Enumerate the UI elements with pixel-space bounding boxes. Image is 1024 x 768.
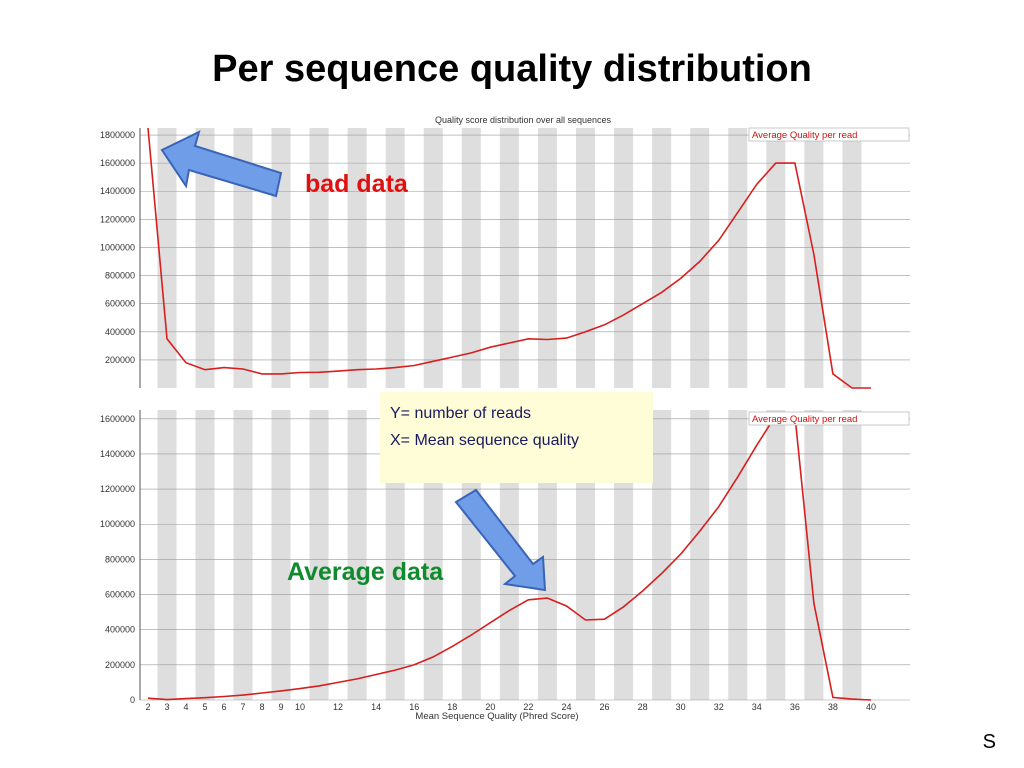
chart-2-x-tick: 34 (752, 702, 762, 712)
chart-1-y-tick: 1000000 (100, 242, 135, 252)
chart-1-y-tick: 1200000 (100, 214, 135, 224)
chart-2-x-tick: 16 (409, 702, 419, 712)
chart-2-legend-text: Average Quality per read (752, 414, 857, 425)
chart-2-y-tick: 200000 (105, 660, 135, 670)
chart-2-x-tick: 30 (676, 702, 686, 712)
chart-2-x-tick: 22 (523, 702, 533, 712)
chart-2-series-line (147, 414, 872, 701)
chart-1-y-tick-labels: 200000 400000 600000 800000 1000000 1200000 14… (100, 130, 135, 365)
chart-2-x-tick: 3 (164, 702, 169, 712)
bad-data-label: bad data (305, 170, 408, 198)
chart-1-stripe-band (499, 128, 519, 388)
chart-2-x-tick: 40 (866, 702, 876, 712)
chart-2-x-tick: 28 (638, 702, 648, 712)
arrow-down-right-icon (454, 488, 547, 592)
chart-1-stripe-band (157, 128, 177, 388)
chart-2-x-tick: 6 (221, 702, 226, 712)
chart-2-stripe-band (233, 410, 253, 700)
chart-1-stripe-band (652, 128, 672, 388)
chart-1-title: Quality score distribution over all sequ… (435, 115, 612, 125)
chart-1-series-line (147, 127, 871, 389)
chart-2-x-tick: 14 (371, 702, 381, 712)
chart-2-x-tick: 10 (295, 702, 305, 712)
chart-2-y-tick: 1000000 (100, 519, 135, 529)
chart-2-stripe-band (157, 410, 177, 700)
average-data-label: Average data (287, 558, 444, 586)
chart-1-y-tick: 1600000 (100, 158, 135, 168)
chart-2-y-tick-labels: 0 200000 400000 600000 800000 1000000 1200000 1… (100, 414, 135, 705)
info-x-line: X= Mean sequence quality (390, 432, 580, 449)
chart-2-x-tick: 12 (333, 702, 343, 712)
axis-info-box: Y= number of reads X= Mean sequence qual… (380, 392, 653, 483)
chart-2-stripe-band (271, 410, 291, 700)
chart-2-stripe-band (766, 410, 786, 700)
chart-2-stripe-band (195, 410, 215, 700)
chart-2-x-tick: 24 (561, 702, 571, 712)
chart-2-x-tick: 20 (485, 702, 495, 712)
chart-1-stripe-band (461, 128, 481, 388)
corner-letter: S (982, 731, 996, 753)
chart-2-stripe-band (347, 410, 367, 700)
chart-2-y-tick: 400000 (105, 625, 135, 635)
chart-2-x-tick: 5 (202, 702, 207, 712)
chart-1-legend: Average Quality per read (748, 127, 910, 142)
chart-2-x-tick: 8 (259, 702, 264, 712)
chart-2-stripe-band (728, 410, 748, 700)
chart-2-x-tick: 18 (447, 702, 457, 712)
chart-1-stripe-band (385, 128, 405, 388)
chart-1-stripe-band (690, 128, 710, 388)
chart-1-stripe-band (842, 128, 862, 388)
chart-1-stripe-band (575, 128, 596, 388)
chart-2-stripe-band (690, 410, 710, 700)
chart-1-stripe-band (423, 128, 443, 388)
chart-1-stripe-band (347, 128, 367, 388)
info-y-line: Y= number of reads (390, 405, 531, 422)
chart-1-y-tick: 200000 (105, 355, 135, 365)
chart-1-y-tick: 1400000 (100, 186, 135, 196)
chart-2-y-tick: 0 (130, 695, 135, 705)
chart-2-x-tick: 32 (714, 702, 724, 712)
arrow-up-left-icon (160, 130, 283, 198)
chart-2-x-tick: 7 (240, 702, 245, 712)
chart-1-stripe-band (309, 128, 329, 388)
chart-1-stripe-band (728, 128, 748, 388)
chart-2-x-tick: 26 (600, 702, 610, 712)
chart-1-stripe-band (766, 128, 786, 388)
chart-1-y-tick: 400000 (105, 327, 135, 337)
slide-title: Per sequence quality distribution (212, 48, 812, 90)
chart-1-stripes (157, 128, 862, 388)
chart-1-y-tick: 1800000 (100, 130, 135, 140)
chart-1-y-tick: 600000 (105, 299, 135, 309)
chart-1-stripe-band (195, 128, 215, 388)
chart-1-legend-text: Average Quality per read (752, 130, 857, 141)
chart-1-stripe-band (233, 128, 253, 388)
chart-2-legend: Average Quality per read (748, 411, 910, 426)
chart-2-x-tick: 36 (790, 702, 800, 712)
chart-2-stripe-band (652, 410, 672, 700)
chart-2-y-tick: 1200000 (100, 484, 135, 494)
chart-2-x-tick: 4 (183, 702, 188, 712)
chart-1-stripe-band (614, 128, 634, 388)
chart-2-y-tick: 600000 (105, 590, 135, 600)
chart-1-stripe-band (537, 128, 557, 388)
chart-2-stripe-band (804, 410, 824, 700)
chart-2-x-tick-labels: 2 3 4 5 6 7 8 9 10 12 14 16 18 20 22 24 26 28 30 32 34 36 38 40 (145, 702, 876, 712)
chart-1-stripe-band (271, 128, 291, 388)
chart-2-x-tick: 38 (828, 702, 838, 712)
chart-2-x-axis-title: Mean Sequence Quality (Phred Score) (415, 711, 578, 722)
chart-2-y-tick: 1600000 (100, 414, 135, 424)
chart-2-x-tick: 9 (278, 702, 283, 712)
chart-2-stripe-band (309, 410, 329, 700)
chart-2-stripe-band (842, 410, 862, 700)
chart-2-x-tick: 2 (145, 702, 150, 712)
chart-2-y-tick: 800000 (105, 554, 135, 564)
chart-2-y-tick: 1400000 (100, 449, 135, 459)
chart-1-y-tick: 800000 (105, 271, 135, 281)
